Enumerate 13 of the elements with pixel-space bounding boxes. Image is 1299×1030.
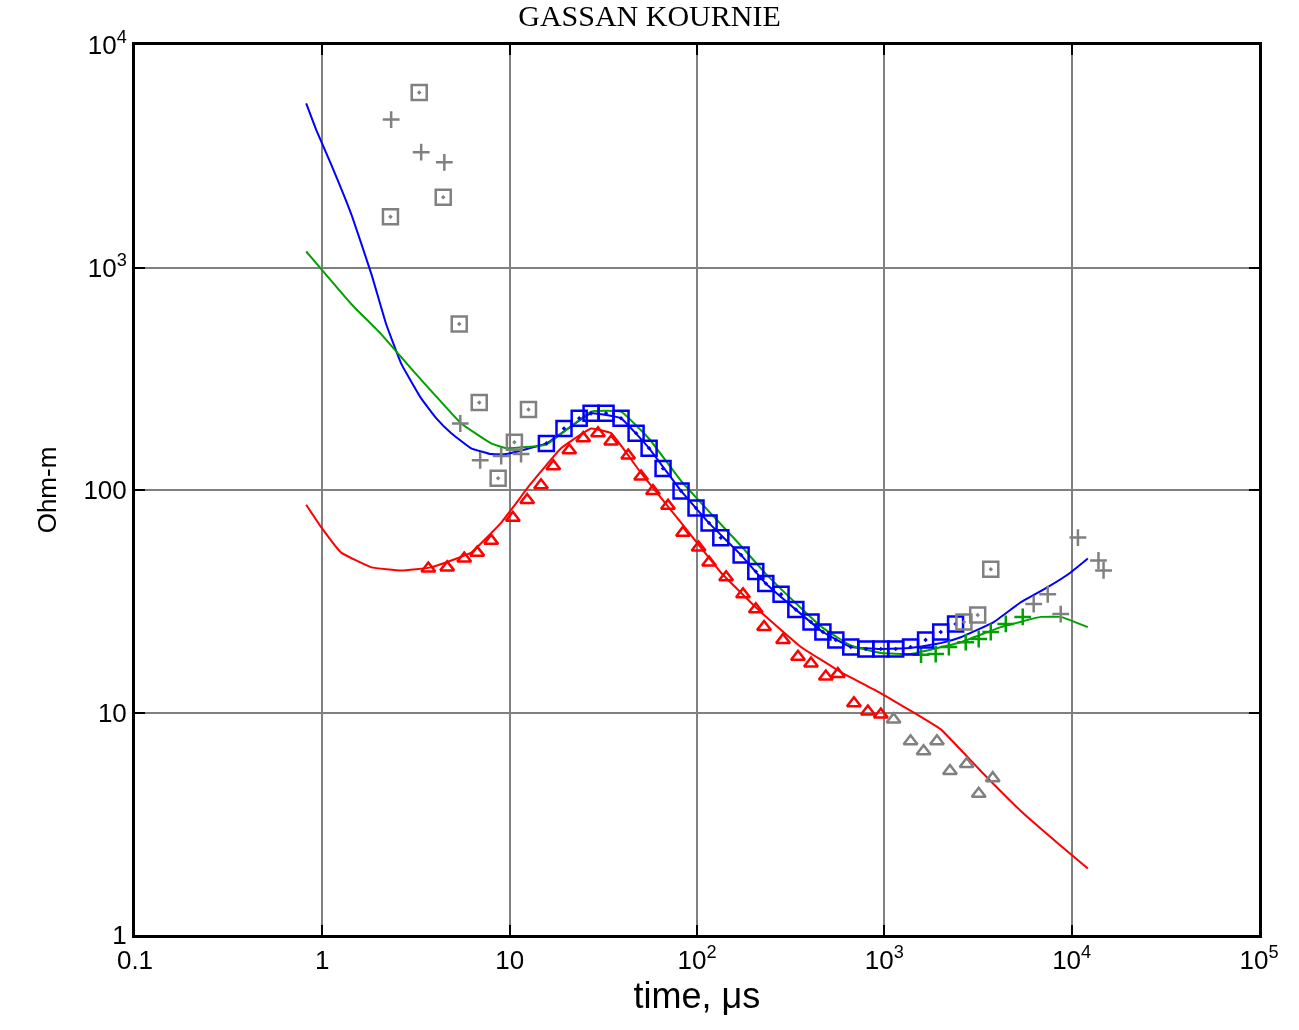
x-tick-label: 10$^{2}$	[677, 942, 717, 976]
x-axis-title: time, μs	[633, 975, 761, 1017]
y-tick-label: 10	[97, 697, 127, 728]
y-axis-title: Ohm-m	[31, 446, 62, 534]
x-tick-label: 10$^{5}$	[1239, 942, 1279, 976]
y-tick-label: 10$^{3}$	[87, 249, 127, 283]
x-tick-label: 10$^{4}$	[1052, 942, 1092, 976]
y-tick-label: 100	[83, 475, 127, 506]
chart-title: GASSAN KOURNIE	[518, 0, 781, 33]
x-tick-label: 10	[495, 945, 525, 976]
y-tick-label: 10$^{4}$	[87, 27, 127, 61]
x-tick-label: 1	[315, 945, 330, 976]
x-tick-label: 10$^{3}$	[864, 942, 904, 976]
